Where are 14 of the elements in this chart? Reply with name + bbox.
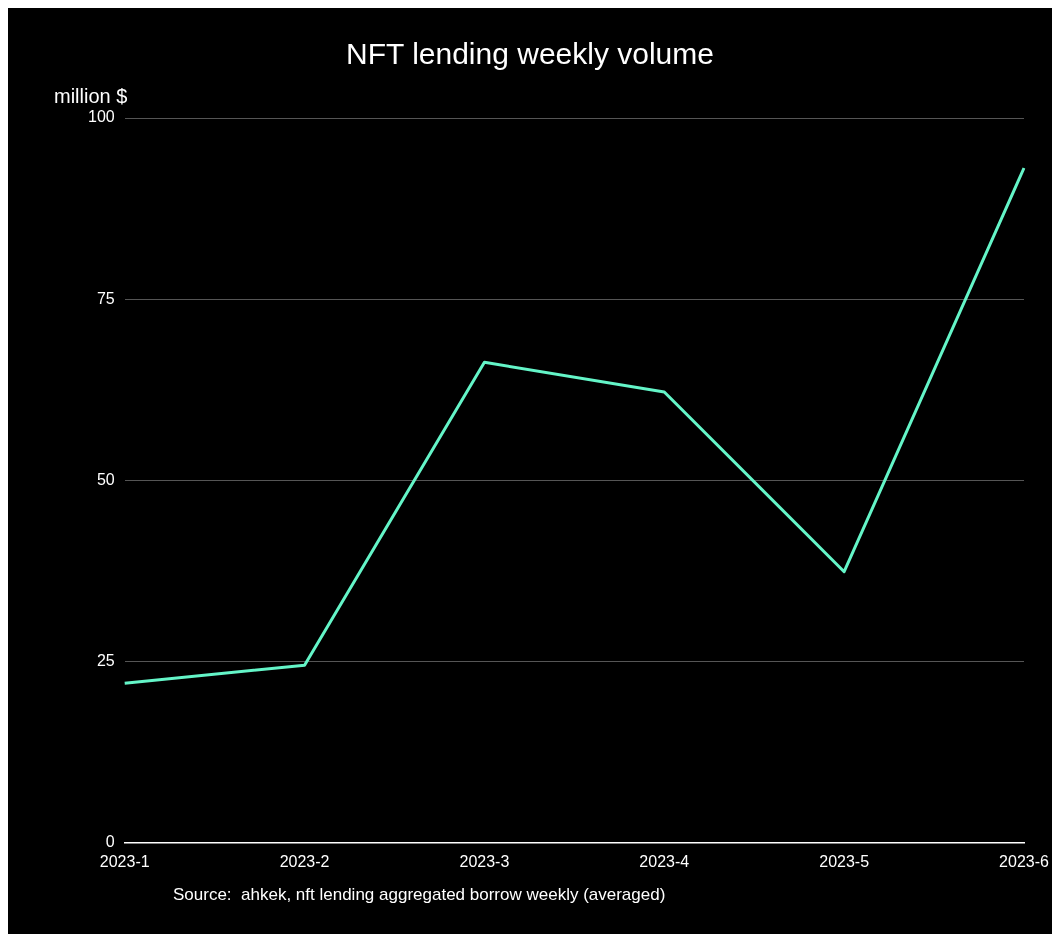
y-tick-label: 25: [96, 652, 115, 670]
y-axis-title: million $: [54, 84, 128, 107]
y-tick-label: 100: [87, 108, 115, 126]
x-tick-label: 2023-2: [279, 852, 330, 870]
x-tick-label: 2023-6: [999, 852, 1050, 870]
x-tick-label: 2023-3: [459, 852, 510, 870]
x-tick-label: 2023-5: [819, 852, 870, 870]
chart-title: NFT lending weekly volume: [346, 37, 714, 71]
y-tick-label: 50: [96, 470, 115, 488]
x-tick-label: 2023-1: [99, 852, 150, 870]
source-note: Source: ahkek, nft lending aggregated borrow weekly (averaged): [173, 885, 666, 905]
y-tick-label: 0: [105, 833, 115, 851]
y-tick-label: 75: [96, 289, 115, 307]
x-tick-label: 2023-4: [639, 852, 690, 870]
